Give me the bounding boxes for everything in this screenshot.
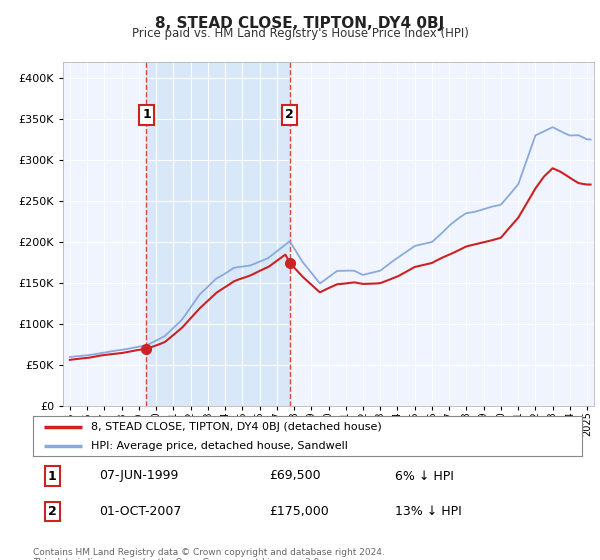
Text: £175,000: £175,000 — [269, 505, 329, 519]
Text: 6% ↓ HPI: 6% ↓ HPI — [395, 469, 454, 483]
Bar — [146, 62, 290, 406]
Text: 8, STEAD CLOSE, TIPTON, DY4 0BJ: 8, STEAD CLOSE, TIPTON, DY4 0BJ — [155, 16, 445, 31]
Text: 1: 1 — [142, 109, 151, 122]
Text: 13% ↓ HPI: 13% ↓ HPI — [395, 505, 462, 519]
Text: £69,500: £69,500 — [269, 469, 320, 483]
Text: Contains HM Land Registry data © Crown copyright and database right 2024.
This d: Contains HM Land Registry data © Crown c… — [33, 548, 385, 560]
Text: 07-JUN-1999: 07-JUN-1999 — [99, 469, 178, 483]
Text: HPI: Average price, detached house, Sandwell: HPI: Average price, detached house, Sand… — [91, 441, 347, 451]
Text: 8, STEAD CLOSE, TIPTON, DY4 0BJ (detached house): 8, STEAD CLOSE, TIPTON, DY4 0BJ (detache… — [91, 422, 382, 432]
Text: 1: 1 — [48, 469, 56, 483]
Text: Price paid vs. HM Land Registry's House Price Index (HPI): Price paid vs. HM Land Registry's House … — [131, 27, 469, 40]
Text: 2: 2 — [286, 109, 294, 122]
Text: 2: 2 — [48, 505, 56, 519]
Text: 01-OCT-2007: 01-OCT-2007 — [99, 505, 181, 519]
